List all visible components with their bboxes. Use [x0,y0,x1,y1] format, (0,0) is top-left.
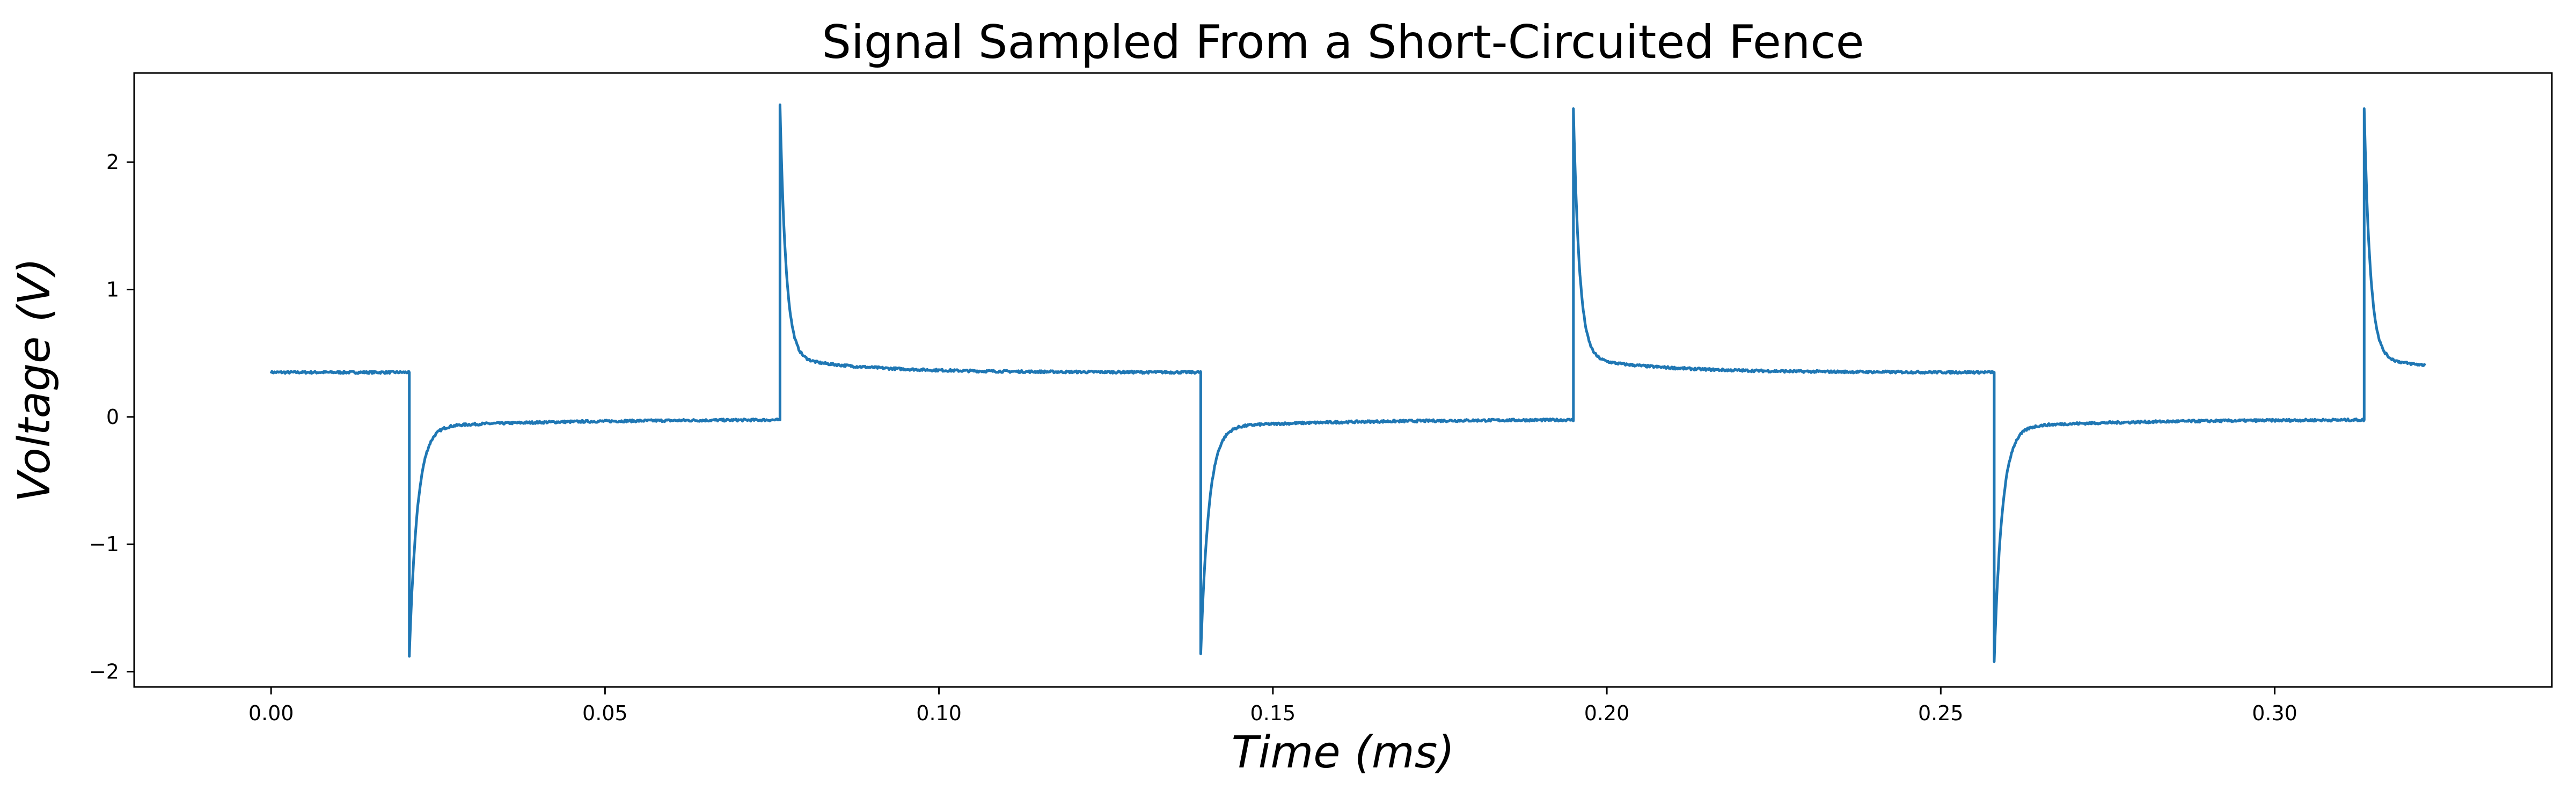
signal-line [269,103,2426,663]
y-tick-label: 0 [106,405,119,429]
y-tick-label: 2 [106,150,119,174]
y-tick-label: 1 [106,277,119,301]
x-axis-label: Time (ms) [1232,727,1455,778]
plot-area [269,103,2426,663]
x-tick-label: 0.15 [1250,701,1296,725]
x-tick-label: 0.20 [1584,701,1630,725]
y-axis-ticks: −2 −1 0 1 2 [89,150,134,684]
x-axis-ticks: 0.00 0.05 0.10 0.15 0.20 0.25 0.30 [248,687,2297,725]
y-axis-label: Voltage (V) [9,258,60,502]
x-tick-label: 0.10 [916,701,962,725]
x-tick-label: 0.25 [1918,701,1964,725]
x-tick-label: 0.05 [582,701,628,725]
y-tick-label: −2 [89,660,119,684]
x-tick-label: 0.00 [248,701,294,725]
x-tick-label: 0.30 [2252,701,2297,725]
y-tick-label: −1 [89,532,119,556]
axes-frame [133,72,2553,688]
chart-title: Signal Sampled From a Short-Circuited Fe… [822,16,1864,69]
